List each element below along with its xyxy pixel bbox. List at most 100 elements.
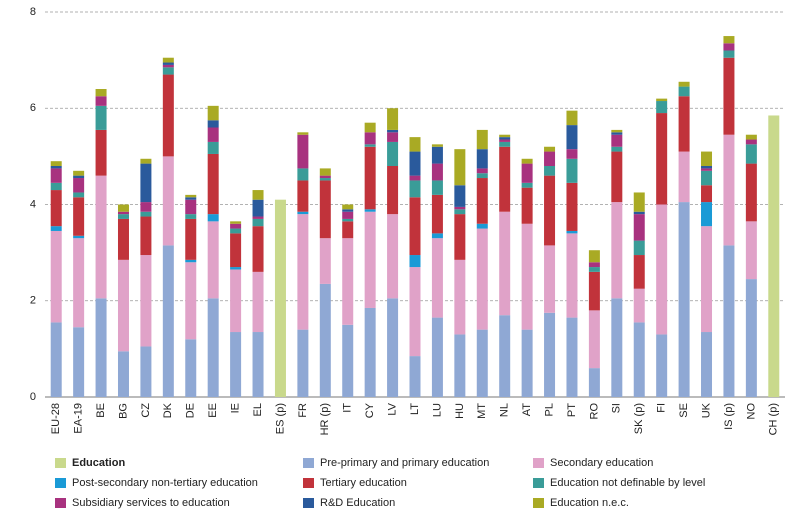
- bar-segment: [499, 137, 511, 140]
- bar-segment: [633, 255, 645, 289]
- bar-segment: [633, 288, 645, 323]
- legend-label: Pre-primary and primary education: [320, 457, 489, 469]
- bar-segment: [117, 218, 129, 260]
- legend-label: R&D Education: [320, 497, 395, 509]
- bar-segment: [633, 192, 645, 212]
- bar-segment: [454, 149, 466, 186]
- bar-segment: [252, 218, 264, 227]
- bar-segment: [342, 221, 354, 239]
- bar-segment: [656, 334, 668, 397]
- bar-segment: [252, 226, 264, 272]
- bar-segment: [230, 267, 242, 270]
- x-tick-label: AT: [521, 403, 533, 417]
- x-tick-label: CZ: [140, 403, 152, 418]
- bar-segment: [230, 233, 242, 268]
- bar-segment: [207, 105, 219, 121]
- legend-swatch: [533, 498, 544, 508]
- bar-segment: [678, 202, 690, 397]
- bar-segment: [723, 36, 735, 44]
- bar-segment: [588, 250, 600, 263]
- legend-swatch: [55, 478, 66, 488]
- legend-swatch: [55, 458, 66, 468]
- bar-segment: [409, 180, 421, 198]
- bar-segment: [387, 141, 399, 166]
- bar-segment: [95, 96, 107, 106]
- bar-segment: [611, 151, 623, 203]
- legend-swatch: [303, 478, 314, 488]
- bar-segment: [387, 214, 399, 299]
- bar-segment: [230, 228, 242, 234]
- bar-segment: [185, 339, 197, 397]
- bar-segment: [499, 139, 511, 142]
- bar-segment: [230, 223, 242, 229]
- x-tick-label: LV: [386, 402, 398, 415]
- bar-segment: [364, 146, 376, 210]
- bar-segment: [499, 141, 511, 147]
- bar-segment: [364, 132, 376, 145]
- bar-segment: [521, 163, 533, 183]
- bar-segment: [297, 134, 309, 169]
- bar-segment: [364, 209, 376, 212]
- bar-segment: [701, 168, 713, 171]
- bar-segment: [431, 144, 443, 147]
- x-tick-label: RO: [588, 403, 600, 420]
- x-tick-label: EA-19: [73, 403, 85, 434]
- bar-segment: [656, 204, 668, 335]
- bar-segment: [544, 166, 556, 176]
- bar-segment: [611, 146, 623, 152]
- bar-segment: [476, 329, 488, 397]
- bar-segment: [656, 101, 668, 114]
- bar-segment: [611, 202, 623, 299]
- bar-segment: [252, 199, 264, 217]
- bar-segment: [162, 74, 174, 157]
- bar-segment: [297, 180, 309, 212]
- bar-segment: [476, 129, 488, 150]
- bar-segment: [73, 235, 85, 239]
- bar-segment: [117, 259, 129, 352]
- bar-segment: [701, 170, 713, 186]
- bar-segment: [297, 329, 309, 397]
- x-tick-label: CY: [364, 402, 376, 418]
- bar-segment: [431, 163, 443, 181]
- bar-segment: [140, 346, 152, 397]
- bar-segment: [73, 238, 85, 328]
- bar-segment: [544, 146, 556, 152]
- bar-segment: [140, 255, 152, 347]
- bar-segment: [454, 259, 466, 335]
- bar-segment: [185, 197, 197, 200]
- bar-segment: [701, 332, 713, 397]
- bar-segment: [50, 166, 62, 169]
- bar-segment: [409, 356, 421, 397]
- bar-segment: [73, 175, 85, 179]
- bar-segment: [50, 322, 62, 397]
- bar-segment: [611, 132, 623, 135]
- bar-segment: [342, 238, 354, 325]
- legend-label: Post-secondary non-tertiary education: [72, 477, 258, 489]
- bar-segment: [162, 245, 174, 397]
- bar-segment: [678, 96, 690, 152]
- y-tick-label: 0: [30, 391, 36, 403]
- bar-segment: [476, 173, 488, 179]
- bar-segment: [50, 161, 62, 166]
- bar-segment: [431, 146, 443, 164]
- legend-swatch: [303, 498, 314, 508]
- legend-swatch: [55, 498, 66, 508]
- bar-segment: [633, 214, 645, 241]
- x-tick-label: SE: [678, 403, 690, 418]
- bar-segment: [387, 108, 399, 130]
- bar-segment: [745, 279, 757, 397]
- x-tick-label: CH (p): [768, 403, 780, 435]
- bar-segment: [588, 271, 600, 311]
- bar-segment: [476, 178, 488, 224]
- x-tick-label: FI: [656, 403, 668, 413]
- x-tick-label: UK: [700, 402, 712, 418]
- bar-segment: [50, 230, 62, 323]
- bar-segment: [768, 115, 780, 397]
- bar-segment: [566, 317, 578, 397]
- bar-segment: [230, 269, 242, 333]
- bar-segment: [73, 197, 85, 236]
- bar-segment: [207, 153, 219, 215]
- bar-segment: [117, 351, 129, 397]
- bar-segment: [162, 64, 174, 68]
- bar-segment: [252, 190, 264, 200]
